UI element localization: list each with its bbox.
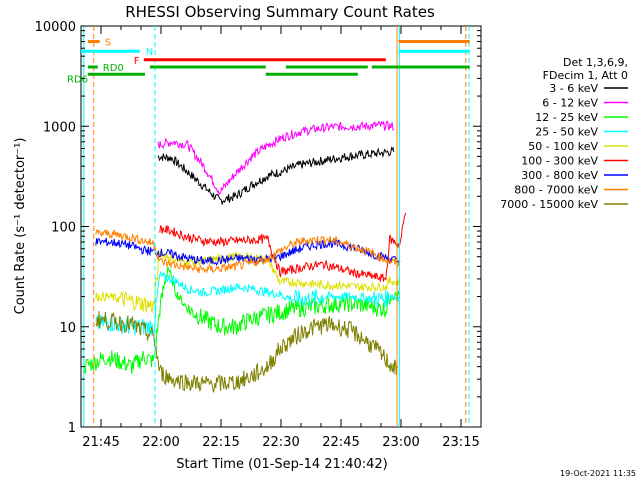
legend-label-7: 300 - 800 keV [521, 169, 598, 182]
y-axis-label: Count Rate (s⁻¹ detector⁻¹) [13, 138, 28, 315]
flag-label-rd6: RD6 [67, 74, 88, 85]
y-tick-label-5: 10000 [35, 20, 76, 35]
legend-label-8: 800 - 7000 keV [514, 184, 598, 197]
flag-label-f: F [134, 56, 140, 67]
x-tick-label-4: 22:30 [262, 435, 299, 450]
x-tick-label-1: 21:45 [82, 435, 119, 450]
timestamp: 19-Oct-2021 11:35 [560, 469, 636, 478]
series-line-1 [157, 146, 395, 205]
plot-area: S NF RD0 RD6 21:45 22:00 22:15 22:30 22:45 23:00 2… [35, 20, 482, 450]
series-line-9 [95, 311, 399, 393]
series-line-3 [83, 266, 401, 374]
y-tick-label-1: 1 [68, 421, 76, 436]
legend-label-9: 7000 - 15000 keV [500, 198, 598, 211]
legend: Det 1,3,6,9,FDecim 1, Att 03 - 6 keV 6 - … [500, 56, 628, 211]
legend-label-5: 50 - 100 keV [528, 140, 598, 153]
x-tick-label-3: 22:15 [202, 435, 239, 450]
y-tick-label-3: 100 [51, 221, 76, 236]
x-axis-label: Start Time (01-Sep-14 21:40:42) [176, 457, 387, 472]
flag-label-s: S [105, 38, 111, 49]
x-tick-label-6: 23:00 [382, 435, 419, 450]
series-line-4 [95, 270, 401, 336]
series-line-6 [159, 212, 407, 282]
legend-header-line-2: FDecim 1, Att 0 [543, 69, 628, 82]
legend-label-1: 3 - 6 keV [549, 82, 598, 95]
chart-title: RHESSI Observing Summary Count Rates [125, 3, 435, 21]
y-tick-label-4: 1000 [43, 120, 76, 135]
legend-label-4: 25 - 50 keV [535, 126, 598, 139]
x-tick-label-2: 22:00 [142, 435, 179, 450]
y-tick-label-2: 10 [59, 321, 76, 336]
x-tick-label-5: 22:45 [322, 435, 359, 450]
flag-label-n: N [146, 47, 153, 58]
x-tick-label-7: 23:15 [442, 435, 479, 450]
flag-label-rd0: RD0 [103, 63, 124, 74]
legend-header-line-1: Det 1,3,6,9, [563, 56, 628, 69]
series-line-2 [157, 120, 395, 196]
series-line-7 [95, 237, 401, 266]
legend-label-2: 6 - 12 keV [542, 97, 598, 110]
legend-label-6: 100 - 300 keV [521, 155, 598, 168]
legend-label-3: 12 - 25 keV [535, 111, 598, 124]
series-line-5 [95, 250, 400, 313]
series-line-8 [95, 229, 401, 274]
